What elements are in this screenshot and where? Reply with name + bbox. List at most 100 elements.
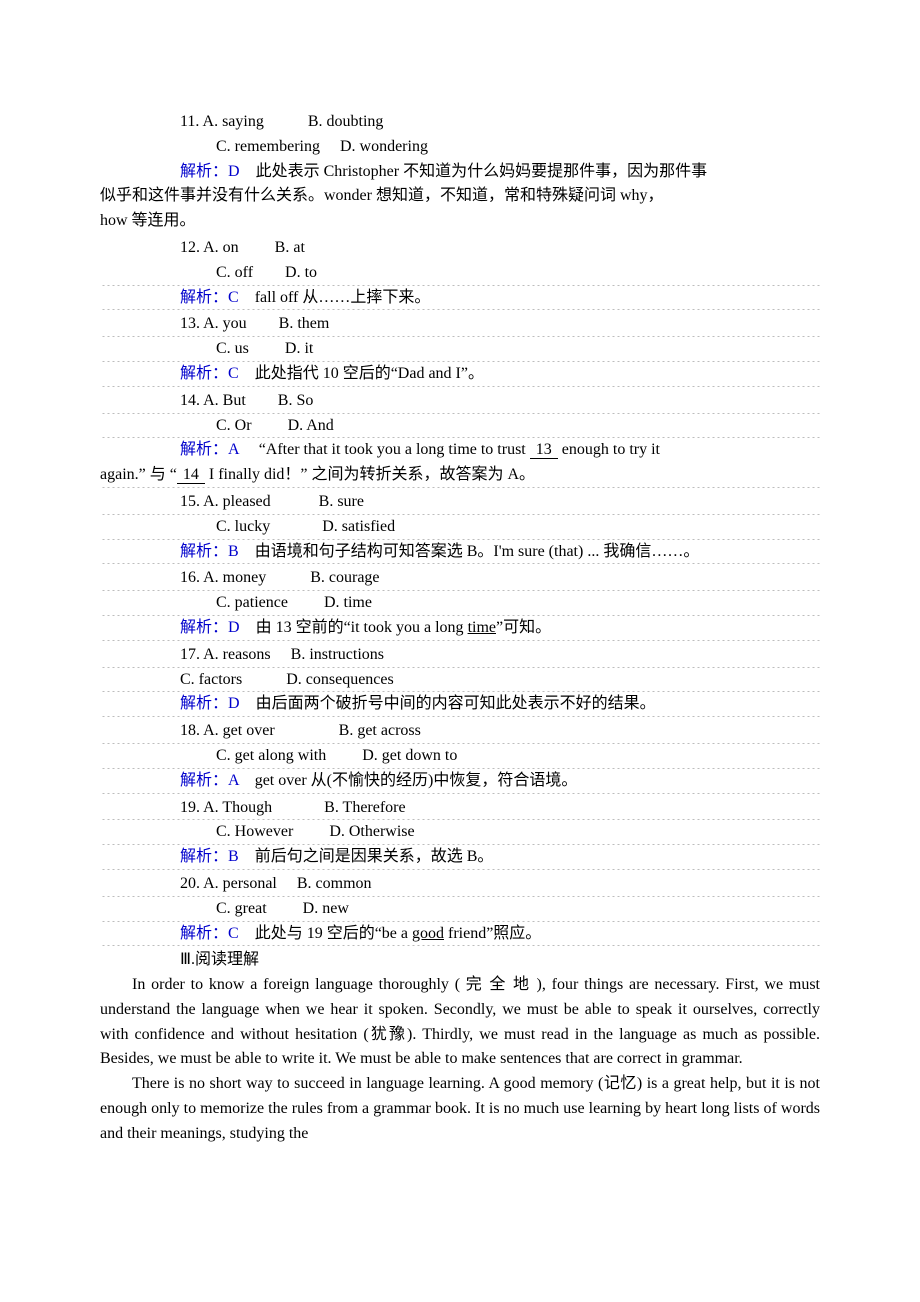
question-13: 13. A. you B. them C. us D. it 解析：C 此处指代… [100, 312, 820, 386]
option-d: D. consequences [286, 671, 394, 688]
option-row-2: C. lucky D. satisfied [100, 515, 820, 540]
option-a: 17. A. reasons [180, 646, 271, 663]
answer-label: 解析：C [180, 289, 239, 306]
question-20: 20. A. personal B. common C. great D. ne… [100, 872, 820, 946]
option-a: 18. A. get over [180, 722, 275, 739]
question-16: 16. A. money B. courage C. patience D. t… [100, 566, 820, 640]
section-3-paragraph-2: There is no short way to succeed in lang… [100, 1072, 820, 1146]
option-row-1: 17. A. reasons B. instructions [100, 643, 820, 668]
option-b: B. get across [339, 722, 421, 739]
option-row-1: 18. A. get over B. get across [100, 719, 820, 744]
option-c: C. us [216, 340, 249, 357]
option-d: D. satisfied [322, 518, 395, 535]
option-d: D. time [324, 594, 372, 611]
question-12: 12. A. on B. at C. off D. to 解析：C fall o… [100, 236, 820, 310]
answer-text-u: time [468, 619, 496, 636]
question-15: 15. A. pleased B. sure C. lucky D. satis… [100, 490, 820, 564]
answer-text-a: 此处与 19 空后的“be a [239, 925, 412, 942]
question-19: 19. A. Though B. Therefore C. However D.… [100, 796, 820, 870]
answer-label: 解析：C [180, 925, 239, 942]
option-c: C. remembering [216, 138, 320, 155]
option-a: 15. A. pleased [180, 493, 271, 510]
answer-text-2b: I finally did！” 之间为转折关系，故答案为 A。 [205, 466, 535, 483]
answer-label: 解析：C [180, 365, 239, 382]
option-d: D. get down to [362, 747, 457, 764]
option-row-1: 20. A. personal B. common [100, 872, 820, 897]
answer-line: 解析：C fall off 从……上摔下来。 [100, 286, 820, 311]
answer-text-u: good [412, 925, 444, 942]
option-c: C. However [216, 823, 293, 840]
option-row-2: C. factors D. consequences [100, 668, 820, 693]
section-3-paragraph-1: In order to know a foreign language thor… [100, 973, 820, 1072]
option-row-2: C. us D. it [100, 337, 820, 362]
option-a: 13. A. you [180, 315, 247, 332]
option-row-2: C. get along with D. get down to [100, 744, 820, 769]
option-a: 14. A. But [180, 392, 246, 409]
answer-line: 解析：B 由语境和句子结构可知答案选 B。I'm sure (that) ...… [100, 540, 820, 565]
answer-text: 由后面两个破折号中间的内容可知此处表示不好的结果。 [240, 695, 656, 712]
question-18: 18. A. get over B. get across C. get alo… [100, 719, 820, 793]
answer-label: 解析：A [180, 441, 239, 458]
option-b: B. common [297, 875, 372, 892]
answer-line-3: how 等连用。 [100, 209, 820, 234]
option-c: C. great [216, 900, 267, 917]
answer-text: fall off 从……上摔下来。 [239, 289, 431, 306]
option-row-2: C. remembering D. wondering [100, 135, 820, 160]
option-d: D. wondering [340, 138, 428, 155]
answer-label: 解析：D [180, 695, 240, 712]
option-row-1: 16. A. money B. courage [100, 566, 820, 591]
option-c: C. Or [216, 417, 252, 434]
option-c: C. factors [180, 671, 242, 688]
option-b: B. instructions [291, 646, 384, 663]
answer-line: 解析：B 前后句之间是因果关系，故选 B。 [100, 845, 820, 870]
option-b: B. courage [310, 569, 379, 586]
answer-text-1: 此处表示 Christopher 不知道为什么妈妈要提那件事，因为那件事 [240, 163, 708, 180]
answer-label: 解析：D [180, 619, 240, 636]
option-row-2: C. great D. new [100, 897, 820, 922]
option-row-2: C. patience D. time [100, 591, 820, 616]
option-d: D. it [285, 340, 313, 357]
option-row-1: 14. A. But B. So [100, 389, 820, 414]
answer-text-b: friend”照应。 [444, 925, 541, 942]
answer-text: 由语境和句子结构可知答案选 B。I'm sure (that) ... 我确信…… [239, 543, 700, 560]
option-row-2: C. off D. to [100, 261, 820, 286]
option-row-1: 12. A. on B. at [100, 236, 820, 261]
answer-text-a: 由 13 空前的“it took you a long [240, 619, 468, 636]
option-a: 12. A. on [180, 239, 239, 256]
option-c: C. off [216, 264, 253, 281]
answer-text: 前后句之间是因果关系，故选 B。 [239, 848, 494, 865]
option-b: B. sure [319, 493, 364, 510]
option-row-1: 11. A. saying B. doubting [100, 110, 820, 135]
option-row-2: C. However D. Otherwise [100, 820, 820, 845]
answer-line-2: 似乎和这件事并没有什么关系。wonder 想知道，不知道，常和特殊疑问词 why… [100, 184, 820, 209]
option-c: C. get along with [216, 747, 326, 764]
blank-14: 14 [177, 467, 205, 484]
answer-text-1b: enough to try it [558, 441, 660, 458]
section-3-title: Ⅲ.阅读理解 [100, 948, 820, 973]
option-a: 20. A. personal [180, 875, 277, 892]
answer-line-2: again.” 与 “ 14 I finally did！” 之间为转折关系，故… [100, 463, 820, 488]
option-row-1: 13. A. you B. them [100, 312, 820, 337]
answer-label: 解析：B [180, 543, 239, 560]
option-d: D. new [303, 900, 349, 917]
option-b: B. So [278, 392, 314, 409]
answer-line: 解析：D 由 13 空前的“it took you a long time”可知… [100, 616, 820, 641]
answer-label: 解析：D [180, 163, 240, 180]
answer-line-1: 解析：A “After that it took you a long time… [100, 438, 820, 463]
option-a: 11. A. saying [180, 113, 264, 130]
option-a: 19. A. Though [180, 799, 272, 816]
answer-line: 解析：D 由后面两个破折号中间的内容可知此处表示不好的结果。 [100, 692, 820, 717]
answer-label: 解析：A [180, 772, 239, 789]
option-row-1: 15. A. pleased B. sure [100, 490, 820, 515]
answer-text-b: ”可知。 [496, 619, 551, 636]
question-14: 14. A. But B. So C. Or D. And 解析：A “Afte… [100, 389, 820, 488]
answer-line-1: 解析：D 此处表示 Christopher 不知道为什么妈妈要提那件事，因为那件… [100, 160, 820, 185]
option-d: D. Otherwise [329, 823, 414, 840]
option-c: C. patience [216, 594, 288, 611]
option-d: D. And [288, 417, 334, 434]
answer-text: 此处指代 10 空后的“Dad and I”。 [239, 365, 484, 382]
option-c: C. lucky [216, 518, 270, 535]
question-17: 17. A. reasons B. instructions C. factor… [100, 643, 820, 717]
blank-13: 13 [530, 442, 558, 459]
answer-label: 解析：B [180, 848, 239, 865]
